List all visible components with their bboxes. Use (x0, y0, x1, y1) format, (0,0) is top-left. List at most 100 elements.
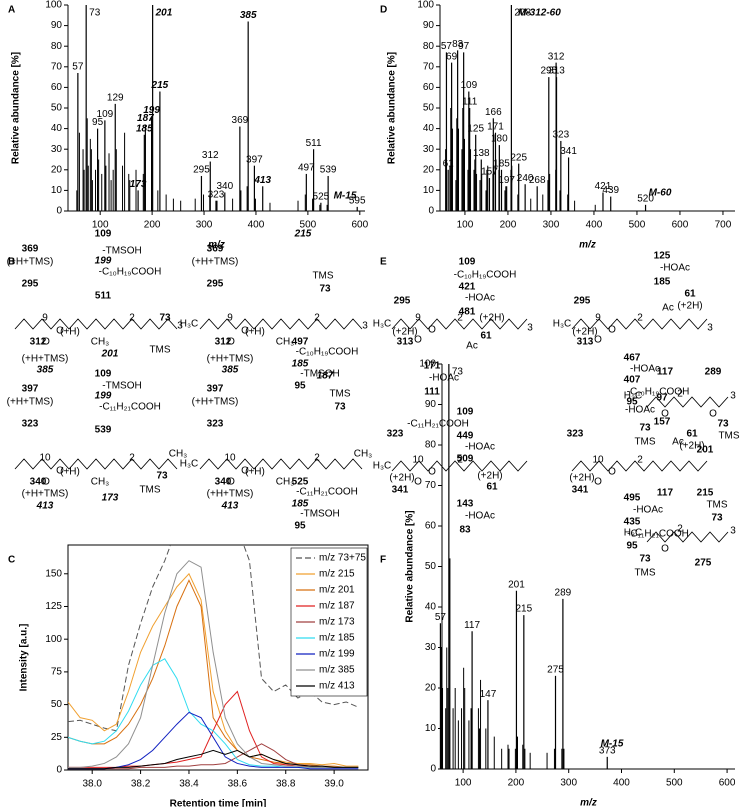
fragment-label: -C₁₁H₂₁COOH (407, 419, 469, 430)
fragment-label: (+2H) (392, 327, 417, 338)
fragment-label: 2 (677, 389, 683, 400)
fragment-label: 157 (654, 417, 671, 428)
fragment-label: (+H+TMS) (207, 489, 254, 500)
fragment-label: 525 (292, 477, 309, 488)
fragment-label: 10 (412, 455, 424, 466)
peak-label: 73 (452, 367, 464, 378)
fragment-label: (+2H) (569, 473, 594, 484)
fragment-label: -HOAc (633, 505, 663, 516)
fragment-label: (+H+TMS) (22, 489, 69, 500)
fragment-label: 323 (207, 419, 224, 430)
fragment-label: -C₁₀H₁₉COOH (296, 347, 359, 358)
fragment-label: 215 (697, 488, 714, 499)
x-tick-label: 39.0 (324, 779, 344, 790)
bond-chain (199, 318, 363, 330)
peak-label: 199 (143, 105, 160, 116)
bond-chain (391, 318, 528, 330)
fragment-label: 73 (319, 284, 331, 295)
fragment-label: CH₃ (354, 449, 373, 460)
legend-label: m/z 73+75 (319, 553, 366, 564)
fragment-label: 295 (574, 296, 591, 307)
peak-label: 340 (216, 181, 233, 192)
y-tick-label: 70 (425, 480, 437, 491)
fragment-label: O (661, 409, 669, 420)
peak-label: 215 (515, 604, 532, 615)
fragment-label: -TMSOH (102, 246, 141, 257)
peak-label: 138 (473, 148, 490, 159)
peak-label: 511 (306, 138, 322, 149)
annotation: M-15 (601, 739, 624, 750)
fragment-label: H₃C (373, 319, 392, 330)
fragment-label: 215 (294, 229, 312, 240)
peak-label: 201 (508, 579, 525, 590)
bond-chain (646, 531, 729, 543)
fragment-label: 73 (159, 313, 171, 324)
fragment-label: 109 (95, 229, 112, 240)
peak-label: 323 (552, 130, 569, 141)
fragment-label: 323 (387, 429, 404, 440)
fragment-label: -HOAc (465, 442, 495, 453)
fragment-label: 73 (717, 419, 729, 430)
x-axis-title: Retention time [min] (170, 799, 267, 807)
fragment-label: O (42, 477, 50, 488)
fragment-label: -C₁₀H₁₉COOH (454, 270, 517, 281)
x-tick-label: 500 (629, 220, 646, 231)
legend-label: m/z 201 (319, 585, 355, 596)
fragment-label: 185 (292, 499, 309, 510)
fragment-label: O (227, 477, 235, 488)
fragment-label: 2 (457, 313, 463, 324)
peak-label: 57 (435, 612, 447, 623)
fragment-label: 117 (657, 367, 674, 378)
peak-label: 539 (320, 165, 337, 176)
fragment-label: (+H+TMS) (207, 354, 254, 365)
fragment-label: -TMSOH (102, 381, 141, 392)
fragment-label: (+2H) (679, 441, 704, 452)
fragment-label: 185 (292, 359, 309, 370)
fragment-label: 109 (457, 407, 474, 418)
fragment-label: (+H) (60, 327, 80, 338)
series-line (68, 579, 359, 768)
annotation: M-60 (649, 188, 672, 199)
fragment-label: 9 (42, 313, 48, 324)
fragment-label: 73 (711, 513, 723, 524)
fragment-label: 95 (294, 381, 306, 392)
y-tick-label: 20 (425, 683, 437, 694)
y-tick-label: 80 (423, 41, 435, 52)
peak-label: 129 (107, 93, 124, 104)
peak-label: 369 (232, 115, 249, 126)
y-tick-label: 30 (51, 144, 63, 155)
y-tick-label: 60 (425, 521, 437, 532)
x-tick-label: 300 (196, 220, 213, 231)
fragment-label: 199 (95, 391, 112, 402)
fragment-label: O (414, 477, 422, 488)
y-tick-label: 100 (45, 0, 62, 11)
fragment-label: 341 (572, 485, 589, 496)
x-tick-label: 200 (508, 778, 525, 789)
peak-label: 185 (493, 158, 510, 169)
fragment-label: (+2H) (389, 473, 414, 484)
series-line (68, 749, 359, 770)
fragment-label: 10 (592, 455, 604, 466)
y-tick-label: 90 (425, 399, 437, 410)
y-tick-label: 125 (45, 601, 62, 612)
peak-label: 180 (491, 134, 508, 145)
y-tick-label: 150 (45, 568, 62, 579)
fragment-label: 397 (22, 384, 39, 395)
fragment-label: -TMSOH (300, 509, 339, 520)
fragment-label: H₃C (624, 528, 643, 539)
fragment-label: -C₁₁H₂₁COOH (99, 402, 161, 413)
fragment-label: -HOAc (625, 405, 655, 416)
fragment-label: 73 (334, 402, 346, 413)
y-tick-label: 0 (430, 764, 436, 775)
fragment-label: O (428, 325, 436, 336)
y-tick-label: 0 (56, 765, 62, 776)
fragment-label: 340 (30, 477, 47, 488)
fragment-label: 497 (292, 337, 309, 348)
fragment-label: Ac (672, 437, 684, 448)
fragment-label: 2 (637, 455, 643, 466)
y-axis-title: Relative abundance [%] (11, 52, 22, 164)
y-tick-label: 75 (51, 667, 63, 678)
fragment-label: CH₃ (91, 337, 110, 348)
fragment-label: O (42, 337, 50, 348)
fragment-label: O (241, 326, 249, 337)
